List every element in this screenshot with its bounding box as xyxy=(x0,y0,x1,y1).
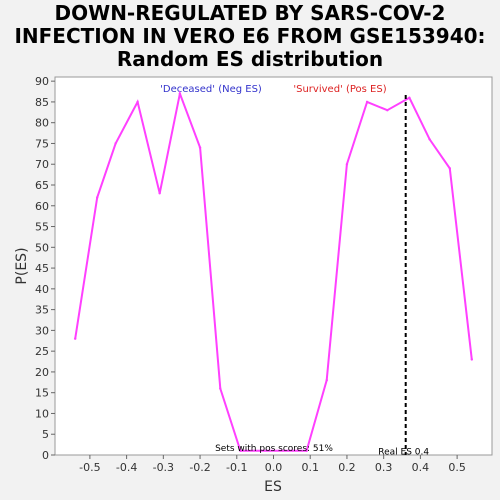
chart-title-line-3: Random ES distribution xyxy=(116,47,384,71)
y-tick-label: 25 xyxy=(35,345,49,358)
y-axis-label: P(ES) xyxy=(14,247,30,284)
x-tick-label: 0.2 xyxy=(338,461,356,474)
y-tick-label: 65 xyxy=(35,179,49,192)
es-series-line xyxy=(74,89,473,452)
x-axis: -0.5 -0.4 -0.3 -0.2 -0.1 0.0 0.1 0.2 0.3 0.4 0.5 xyxy=(79,455,466,474)
data-point xyxy=(73,337,77,340)
y-tick-label: 35 xyxy=(35,304,49,317)
y-tick-label: 60 xyxy=(35,200,49,213)
x-tick-label: 0.1 xyxy=(301,461,319,474)
data-point xyxy=(239,449,242,453)
data-point xyxy=(325,379,328,382)
y-tick-label: 55 xyxy=(35,221,49,234)
data-point xyxy=(365,100,369,104)
x-tick-label: -0.1 xyxy=(226,461,247,474)
data-point xyxy=(470,358,474,361)
data-point xyxy=(219,387,222,390)
y-tick-label: 50 xyxy=(35,241,49,254)
data-point xyxy=(158,192,161,195)
neg-es-label: 'Deceased' (Neg ES) xyxy=(160,84,262,95)
y-tick-label: 15 xyxy=(35,387,49,400)
data-point xyxy=(305,449,308,453)
data-point xyxy=(408,96,411,99)
y-tick-label: 30 xyxy=(35,324,49,337)
y-tick-label: 75 xyxy=(35,137,49,150)
x-tick-label: 0.3 xyxy=(375,461,393,474)
data-point xyxy=(136,100,139,104)
data-point xyxy=(96,196,99,199)
x-tick-label: 0.5 xyxy=(448,461,466,474)
y-tick-label: 0 xyxy=(42,449,49,462)
y-axis: 0 5 10 15 20 25 30 35 40 45 50 55 60 65 70 75 80 85 90 xyxy=(35,75,55,462)
data-point xyxy=(448,167,451,170)
x-tick-label: -0.3 xyxy=(153,461,174,474)
y-tick-label: 90 xyxy=(35,75,49,88)
data-point xyxy=(198,146,202,149)
x-tick-label: -0.4 xyxy=(116,461,137,474)
data-point xyxy=(178,92,182,95)
x-tick-label: 0.0 xyxy=(265,461,283,474)
y-tick-label: 10 xyxy=(35,407,49,420)
chart-title-line-1: DOWN-REGULATED BY SARS-COV-2 xyxy=(54,1,446,25)
data-point xyxy=(386,109,389,112)
x-axis-label: ES xyxy=(264,479,282,495)
y-tick-label: 85 xyxy=(35,96,49,109)
plot-area xyxy=(54,76,493,456)
chart-title: DOWN-REGULATED BY SARS-COV-2 INFECTION I… xyxy=(0,2,500,71)
real-es-label: Real ES 0.4 xyxy=(378,448,429,458)
chart-title-line-2: INFECTION IN VERO E6 FROM GSE153940: xyxy=(14,24,486,48)
data-point xyxy=(428,138,431,141)
x-tick-label: 0.4 xyxy=(412,461,430,474)
data-point xyxy=(114,142,117,145)
y-tick-label: 45 xyxy=(35,262,49,275)
y-tick-label: 5 xyxy=(42,428,49,441)
pos-scores-label: Sets with pos scores: 51% xyxy=(215,444,333,454)
y-tick-label: 20 xyxy=(35,366,49,379)
x-tick-label: -0.2 xyxy=(189,461,210,474)
pos-es-label: 'Survived' (Pos ES) xyxy=(293,84,386,95)
y-tick-label: 40 xyxy=(35,283,49,296)
x-tick-label: -0.5 xyxy=(79,461,100,474)
y-tick-label: 80 xyxy=(35,117,49,130)
y-tick-label: 70 xyxy=(35,158,49,171)
data-point xyxy=(345,163,349,166)
